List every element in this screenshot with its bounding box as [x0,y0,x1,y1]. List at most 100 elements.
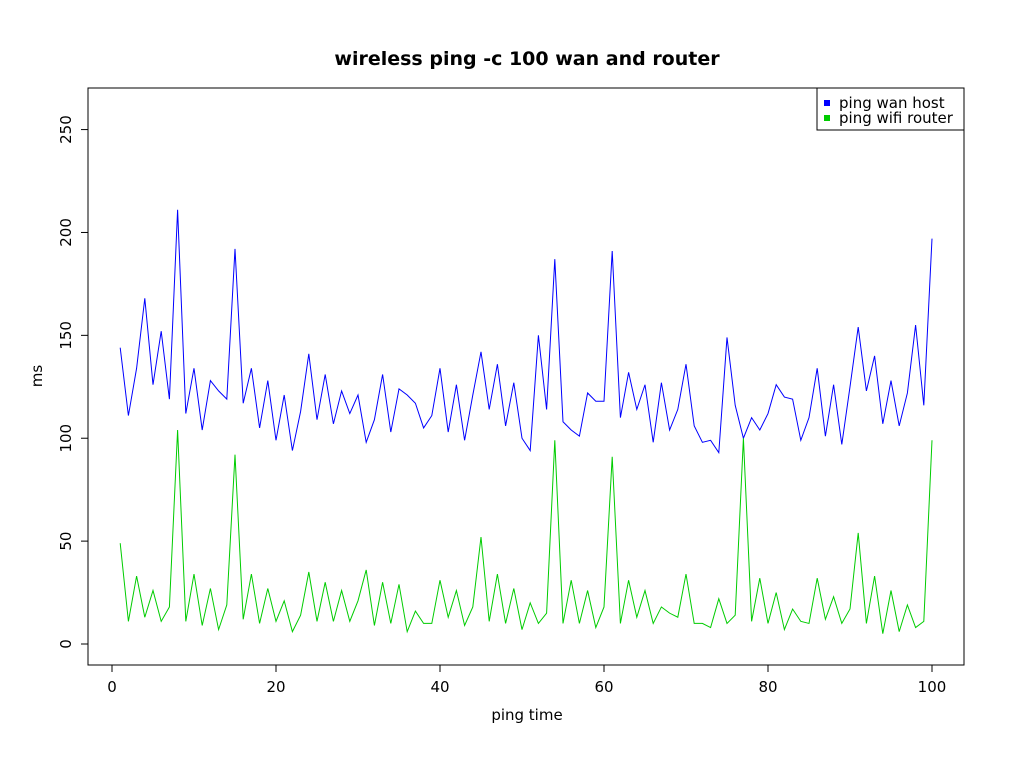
series-ping-wifi-router [119,429,933,635]
data-point [251,367,253,369]
legend-swatch [824,100,830,106]
data-point [333,423,335,425]
data-point [816,577,818,579]
data-point [390,623,392,625]
x-axis: 0 20 40 60 80 100 [107,664,946,696]
data-point [513,588,515,590]
data-point [907,604,909,606]
data-point [767,623,769,625]
data-point [669,612,671,614]
data-point [718,452,720,454]
y-axis-label: ms [28,365,46,388]
data-point [874,355,876,357]
data-point [128,621,130,623]
data-point [751,417,753,419]
data-point [800,621,802,623]
data-point [193,367,195,369]
data-point [890,590,892,592]
data-point [710,439,712,441]
data-point [324,374,326,376]
data-point [866,623,868,625]
data-point [784,629,786,631]
data-point [415,402,417,404]
data-point [931,439,933,441]
data-point [923,405,925,407]
data-point [652,623,654,625]
x-axis-label: ping time [491,706,562,724]
data-point [333,621,335,623]
data-point [669,429,671,431]
data-point [472,394,474,396]
x-tick-label: 80 [758,678,777,696]
data-point [726,623,728,625]
data-point [800,439,802,441]
data-point [521,437,523,439]
data-point [488,409,490,411]
data-point [595,400,597,402]
data-point [636,616,638,618]
data-point [644,590,646,592]
data-point [365,442,367,444]
data-point [693,425,695,427]
data-point [562,421,564,423]
data-point [661,382,663,384]
data-point [234,248,236,250]
legend-label: ping wifi router [839,109,954,127]
data-point [210,380,212,382]
data-point [357,394,359,396]
data-point [349,621,351,623]
data-point [620,623,622,625]
data-point [242,619,244,621]
data-point [152,590,154,592]
data-point [759,577,761,579]
data-point [185,413,187,415]
data-point [447,616,449,618]
data-point [931,238,933,240]
data-point [849,386,851,388]
data-point [398,388,400,390]
series-line [119,209,933,455]
data-point [849,608,851,610]
data-point [382,581,384,583]
data-point [169,398,171,400]
data-point [702,442,704,444]
data-point [595,627,597,629]
data-point [234,454,236,456]
data-point [128,415,130,417]
data-point [374,625,376,627]
data-point [374,419,376,421]
data-point [882,633,884,635]
data-point [784,396,786,398]
data-point [743,437,745,439]
data-point [915,324,917,326]
data-point [898,631,900,633]
data-point [620,417,622,419]
data-point [792,608,794,610]
x-tick-label: 0 [107,678,117,696]
data-point [521,629,523,631]
data-point [734,405,736,407]
data-point [546,409,548,411]
data-point [734,614,736,616]
data-point [439,579,441,581]
data-point [579,623,581,625]
data-point [160,621,162,623]
data-point [857,532,859,534]
data-point [447,431,449,433]
legend-swatch [824,115,830,121]
data-point [529,602,531,604]
data-point [702,623,704,625]
y-axis: 0 50 100 150 200 250 [57,115,89,649]
data-point [390,431,392,433]
data-point [907,392,909,394]
data-point [152,384,154,386]
data-point [267,380,269,382]
data-point [767,413,769,415]
data-point [316,419,318,421]
series-ping-wan-host [119,209,933,455]
data-point [201,625,203,627]
data-point [406,631,408,633]
legend-box [816,87,965,131]
data-point [275,621,277,623]
data-point [316,621,318,623]
